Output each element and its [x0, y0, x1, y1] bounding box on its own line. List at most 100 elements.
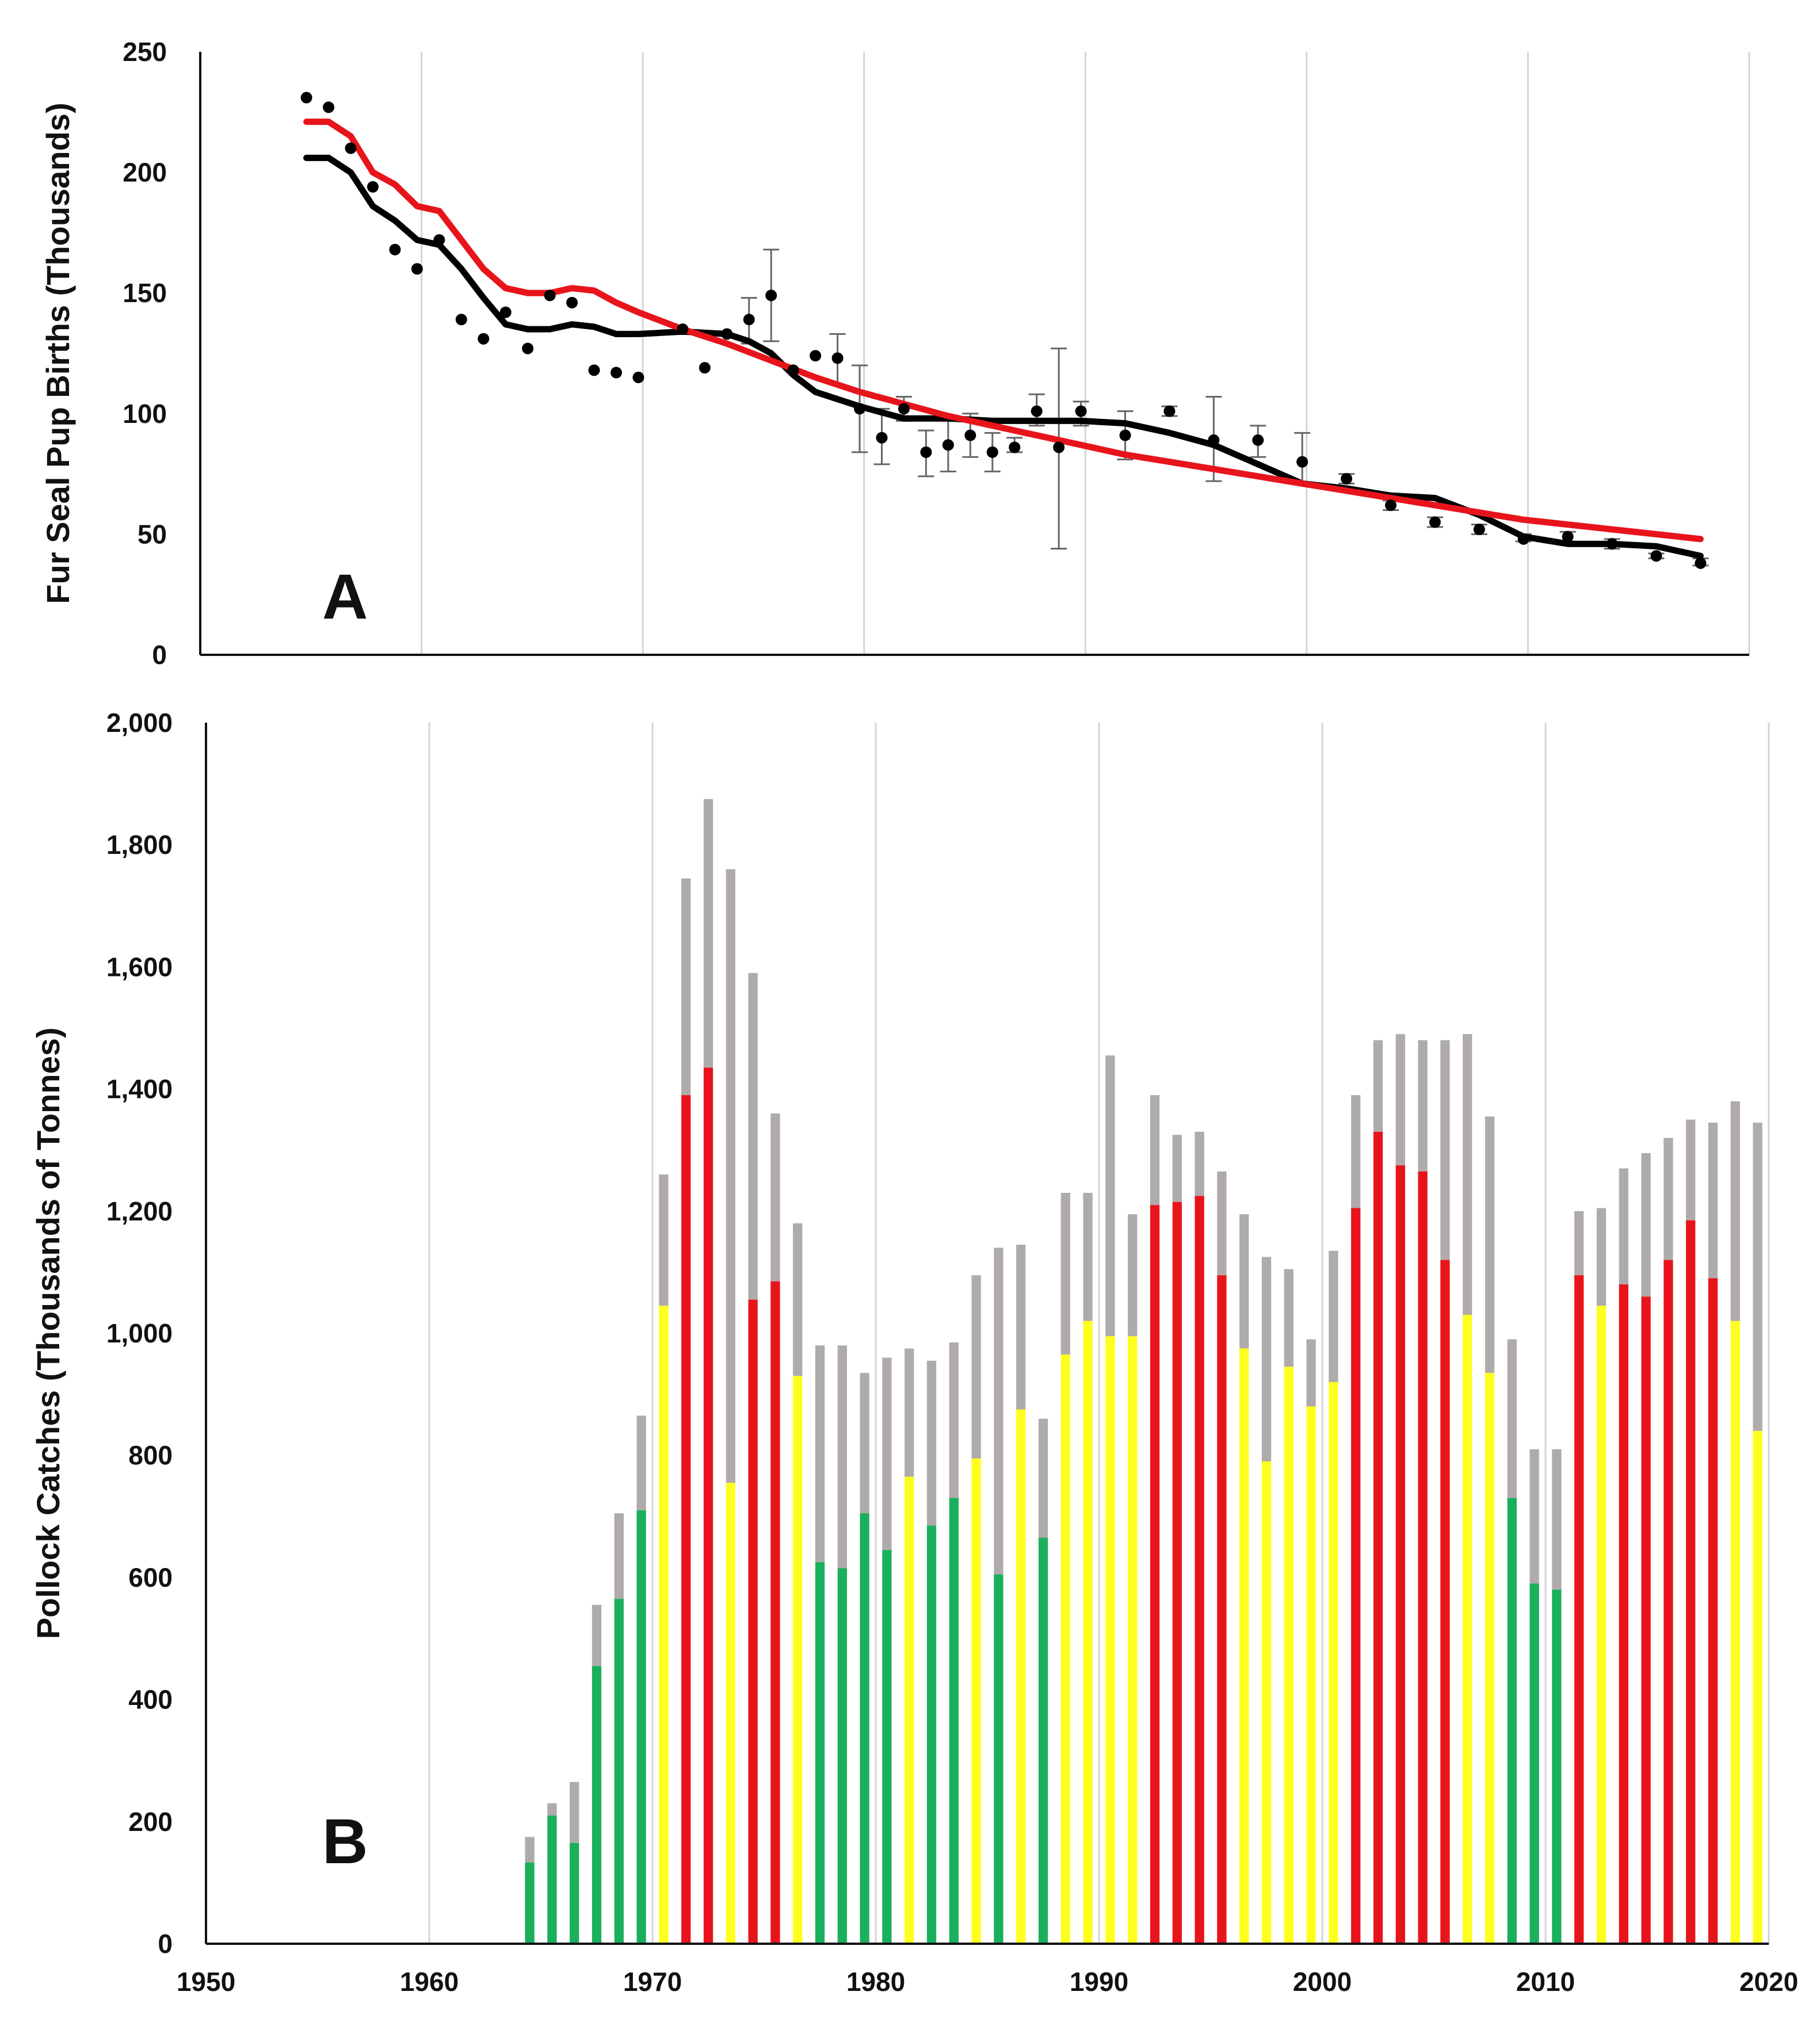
panel-b-x-tick-label: 1980 — [846, 1967, 905, 1997]
bar-lower-1996 — [1239, 1348, 1249, 1944]
bar-lower-1973 — [726, 1482, 735, 1944]
bar-lower-1980 — [882, 1550, 892, 1944]
bar-lower-1976 — [793, 1376, 803, 1944]
observed-point-1982.8 — [920, 446, 932, 458]
observed-point-1977.8 — [810, 350, 822, 362]
panel-b-y-tick-label: 800 — [128, 1440, 173, 1470]
panel-b-x-tick-label: 1990 — [1070, 1967, 1128, 1997]
observed-point-1971.8 — [677, 323, 689, 335]
observed-point-1964.8 — [522, 342, 534, 354]
bar-lower-1978 — [837, 1568, 847, 1944]
bar-lower-1991 — [1128, 1336, 1138, 1944]
bar-upper-2004 — [1418, 1040, 1428, 1172]
panel-a-series-lines — [303, 119, 1704, 559]
panel-b-chart: 0 200 400 600 800 1,000 1,200 1,400 1,600 1,800 2,… — [30, 708, 1798, 1997]
observed-point-1965.8 — [544, 289, 556, 302]
observed-point-1987.8 — [1031, 405, 1043, 417]
bar-upper-1980 — [882, 1357, 892, 1550]
observed-point-1966.8 — [566, 296, 578, 308]
bar-upper-1969 — [636, 1416, 646, 1510]
bar-upper-2006 — [1463, 1034, 1472, 1315]
panel-b-x-tick-labels: 1950 1960 1970 1980 1990 2000 2010 2020 — [177, 1967, 1798, 1997]
bar-upper-2002 — [1373, 1040, 1383, 1132]
bar-lower-1964 — [525, 1862, 535, 1944]
bar-upper-1990 — [1105, 1055, 1115, 1337]
observed-point-2005.8 — [1429, 516, 1441, 528]
bar-lower-2008 — [1507, 1498, 1517, 1944]
bar-upper-1993 — [1172, 1135, 1182, 1202]
panel-a-letter: A — [322, 562, 368, 632]
observed-point-1958.8 — [389, 243, 401, 255]
observed-point-1955.8 — [323, 101, 335, 113]
panel-b-y-tick-label: 1,000 — [106, 1318, 173, 1348]
bar-upper-2005 — [1440, 1040, 1450, 1260]
bar-upper-2015 — [1663, 1138, 1673, 1260]
bar-lower-1993 — [1172, 1201, 1182, 1944]
panel-b-y-tick-label: 1,600 — [106, 952, 173, 982]
series-line-red — [303, 119, 1704, 543]
panel-a-y-tick-label: 50 — [138, 519, 167, 549]
bar-upper-1996 — [1239, 1214, 1249, 1349]
panel-b-x-tick-label: 2000 — [1293, 1967, 1352, 1997]
panel-b-bars — [525, 799, 1762, 1944]
observed-point-2017.8 — [1695, 557, 1707, 569]
observed-point-1967.8 — [588, 364, 600, 376]
series-line-black — [303, 154, 1704, 559]
bar-lower-1975 — [770, 1281, 780, 1944]
panel-b-y-tick-label: 0 — [158, 1929, 173, 1959]
panel-b-y-axis-label: Pollock Catches (Thousands of Tonnes) — [30, 1027, 66, 1639]
bar-upper-1974 — [748, 973, 758, 1300]
bar-upper-1983 — [949, 1342, 959, 1498]
panel-a-y-axis-label: Fur Seal Pup Births (Thousands) — [40, 102, 76, 604]
panel-a-y-tick-label: 200 — [123, 158, 167, 188]
panel-a-y-tick-label: 100 — [123, 399, 167, 429]
bar-lower-1990 — [1105, 1336, 1115, 1944]
panel-b-y-tick-labels: 0 200 400 600 800 1,000 1,200 1,400 1,600 1,800 2,… — [106, 708, 173, 1959]
bar-upper-1994 — [1195, 1131, 1204, 1196]
observed-point-1997.8 — [1252, 434, 1264, 446]
bar-lower-2010 — [1552, 1589, 1562, 1944]
bar-lower-1992 — [1150, 1205, 1160, 1944]
panel-b-y-tick-label: 400 — [128, 1685, 173, 1715]
bar-upper-1991 — [1128, 1214, 1138, 1337]
observed-point-1972.8 — [699, 362, 711, 374]
observed-point-1986.8 — [1009, 441, 1021, 453]
panel-a-y-tick-label: 0 — [152, 640, 167, 670]
bar-upper-2014 — [1641, 1153, 1651, 1297]
bar-lower-2011 — [1574, 1275, 1584, 1944]
bar-lower-1989 — [1083, 1321, 1093, 1944]
bar-lower-1965 — [547, 1815, 557, 1944]
bar-lower-2000 — [1329, 1382, 1338, 1944]
bar-upper-1971 — [681, 878, 691, 1096]
observed-point-1969.8 — [632, 371, 644, 383]
bar-upper-1992 — [1150, 1095, 1160, 1205]
bar-upper-2003 — [1395, 1034, 1405, 1166]
bar-lower-1968 — [614, 1598, 624, 1944]
observed-point-1984.8 — [964, 429, 976, 441]
bar-lower-1967 — [592, 1666, 602, 1944]
panel-b-y-tick-label: 600 — [128, 1562, 173, 1592]
observed-point-2003.8 — [1384, 499, 1397, 512]
observed-point-1957.8 — [367, 181, 379, 193]
panel-b-y-tick-label: 1,800 — [106, 830, 173, 860]
panel-a-gridlines — [421, 52, 1750, 655]
bar-lower-2009 — [1529, 1584, 1539, 1944]
panel-b-y-tick-label: 1,200 — [106, 1196, 173, 1226]
bar-lower-1999 — [1306, 1406, 1316, 1944]
bar-upper-1976 — [793, 1223, 803, 1376]
bar-upper-1967 — [592, 1605, 602, 1666]
bar-lower-2015 — [1663, 1260, 1673, 1944]
panel-b-x-tick-label: 1970 — [623, 1967, 682, 1997]
observed-point-1980.8 — [876, 432, 888, 444]
observed-point-1959.8 — [411, 263, 423, 275]
bar-upper-1973 — [726, 869, 735, 1483]
observed-point-1962.8 — [478, 333, 490, 345]
bar-lower-2017 — [1708, 1278, 1718, 1944]
observed-point-1976.8 — [787, 364, 799, 376]
observed-point-1961.8 — [455, 314, 467, 326]
bar-upper-1972 — [703, 799, 713, 1068]
bar-lower-1981 — [905, 1477, 914, 1944]
observed-point-1999.8 — [1296, 456, 1308, 468]
panel-b-letter: B — [322, 1806, 368, 1877]
bar-upper-2012 — [1596, 1208, 1607, 1306]
